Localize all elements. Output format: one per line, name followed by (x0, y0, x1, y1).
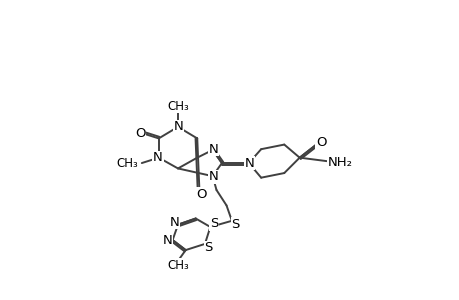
Text: N: N (208, 143, 218, 156)
Text: S: S (210, 218, 218, 230)
Text: O: O (196, 188, 206, 201)
Text: N: N (208, 170, 218, 183)
Text: O: O (315, 136, 326, 149)
Text: S: S (204, 241, 213, 254)
Text: N: N (244, 157, 254, 169)
Text: N: N (169, 216, 179, 229)
Text: CH₃: CH₃ (116, 157, 138, 169)
Text: O: O (135, 127, 145, 140)
Text: CH₃: CH₃ (167, 259, 189, 272)
Text: N: N (153, 151, 162, 164)
Text: CH₃: CH₃ (167, 100, 189, 112)
Text: N: N (174, 120, 183, 134)
Text: NH₂: NH₂ (327, 156, 352, 169)
Text: N: N (162, 234, 172, 247)
Text: S: S (231, 218, 240, 231)
